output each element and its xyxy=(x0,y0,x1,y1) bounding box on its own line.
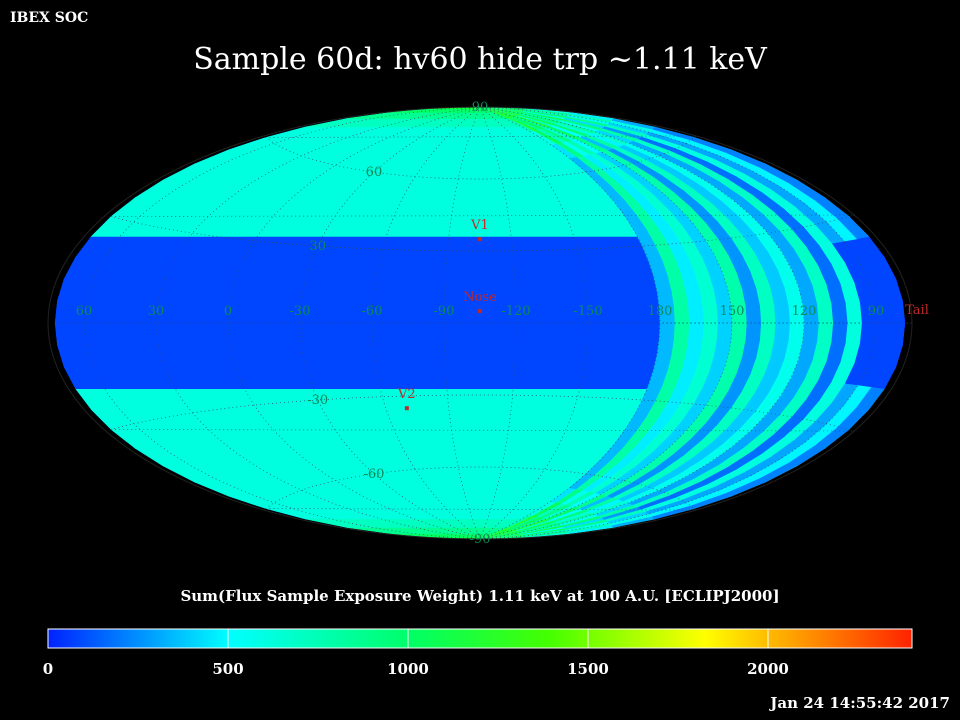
flux-cell xyxy=(816,303,834,324)
flux-cell xyxy=(887,322,906,346)
flux-cell xyxy=(859,322,877,345)
lat-label: 30 xyxy=(309,239,326,254)
lon-label: -150 xyxy=(573,304,602,319)
lat-label: -90 xyxy=(470,532,491,547)
graticule xyxy=(55,107,912,539)
flux-cell xyxy=(730,322,747,341)
marker-label: Nose xyxy=(463,290,497,305)
flux-cell xyxy=(830,302,848,324)
map-title: Sample 60d: hv60 hide trp ~1.11 keV xyxy=(193,42,767,77)
meridian-line xyxy=(299,107,481,539)
flux-cell xyxy=(673,322,690,340)
flux-cell xyxy=(716,322,733,340)
flux-cell xyxy=(816,322,834,343)
lon-label: -90 xyxy=(434,304,455,319)
lon-label: 30 xyxy=(148,304,165,319)
flux-cell xyxy=(673,306,690,324)
lat-label: 60 xyxy=(366,165,383,180)
colorbar-caption: Sum(Flux Sample Exposure Weight) 1.11 ke… xyxy=(180,587,780,605)
colorbar-tick-label: 0 xyxy=(43,660,53,678)
colorbar-tick-label: 500 xyxy=(212,660,243,678)
flux-cell xyxy=(687,306,704,324)
grid-labels: 60 30 0 -30 -60 -90 -120 -150 180 150 120 90 90 60 30 -… xyxy=(76,100,885,547)
flux-cell xyxy=(773,322,790,342)
flux-cell xyxy=(802,322,819,343)
lon-label: 150 xyxy=(720,304,745,319)
flux-cell xyxy=(744,305,762,324)
parallel-line xyxy=(111,214,855,252)
flux-cell xyxy=(845,322,862,344)
lon-label: 90 xyxy=(868,304,885,319)
meridian-line xyxy=(479,107,733,539)
meridian-line xyxy=(479,107,661,539)
lon-label: -120 xyxy=(501,304,530,319)
flux-cell xyxy=(658,322,675,340)
marker-label: Tail xyxy=(905,303,929,318)
marker-dot xyxy=(404,406,409,411)
flux-cell xyxy=(759,322,776,341)
flux-cell xyxy=(887,300,906,324)
lon-label: 180 xyxy=(648,304,673,319)
flux-cell xyxy=(744,322,762,341)
flux-cell xyxy=(670,290,689,308)
flux-cell xyxy=(873,322,891,345)
flux-cell xyxy=(687,322,704,340)
map-boundary xyxy=(47,106,913,540)
lat-label: 90 xyxy=(472,100,489,115)
flux-cell xyxy=(685,290,703,308)
flux-cell xyxy=(670,338,689,356)
marker-dot xyxy=(478,309,482,313)
colorbar-ticks: 0 500 1000 1500 2000 xyxy=(43,629,789,678)
lon-label: 120 xyxy=(792,304,817,319)
flux-cell xyxy=(685,338,703,356)
flux-cell xyxy=(656,338,674,355)
marker-label: V1 xyxy=(470,218,489,233)
flux-cell xyxy=(759,305,776,324)
flux-cell xyxy=(845,302,862,324)
marker-dot xyxy=(478,237,482,241)
lon-label: -60 xyxy=(362,304,383,319)
colorbar-tick-label: 2000 xyxy=(747,660,789,678)
lon-label: 0 xyxy=(224,304,232,319)
flux-cell xyxy=(830,322,848,344)
soc-label: IBEX SOC xyxy=(10,10,89,26)
colorbar xyxy=(47,628,913,649)
parallel-line xyxy=(111,394,855,432)
flux-cell xyxy=(787,322,805,342)
flux-cells xyxy=(54,107,906,539)
marker-label: V2 xyxy=(397,387,416,402)
lat-label: -30 xyxy=(307,393,328,408)
flux-cell xyxy=(701,322,718,340)
flux-cell xyxy=(701,306,718,324)
flux-cell xyxy=(773,304,790,324)
lat-label: -60 xyxy=(363,467,384,482)
timestamp: Jan 24 14:55:42 2017 xyxy=(770,694,950,712)
map-markers: V1 Nose V2 Tail xyxy=(397,218,929,411)
lon-label: -30 xyxy=(290,304,311,319)
colorbar-tick-label: 1500 xyxy=(567,660,609,678)
colorbar-tick-label: 1000 xyxy=(387,660,429,678)
lon-label: 60 xyxy=(76,304,93,319)
